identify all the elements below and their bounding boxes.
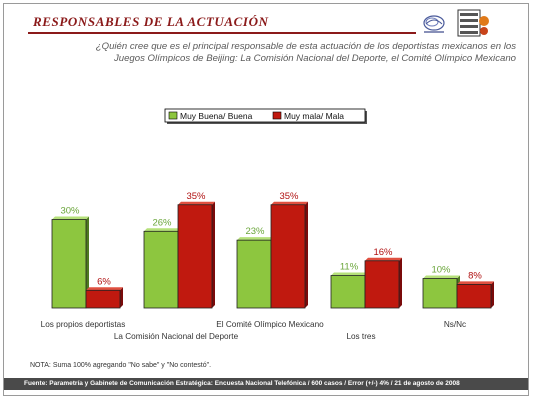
bar-top [271, 201, 308, 205]
data-label: 6% [97, 276, 111, 287]
bar [177, 204, 213, 309]
title-underline [28, 32, 416, 34]
data-label: 11% [340, 262, 359, 273]
bar-top [331, 272, 368, 276]
category-label: La Comisión Nacional del Deporte [114, 332, 239, 341]
bar-side [491, 281, 494, 308]
bar [270, 204, 306, 309]
legend-swatch [168, 111, 178, 120]
bar-side [212, 201, 215, 308]
bar [143, 230, 179, 309]
x-axis: Los propios deportistas La Comisión Nacio… [41, 320, 466, 341]
bar-top [144, 228, 181, 232]
data-label: 35% [279, 191, 299, 202]
legend-box [164, 108, 366, 123]
legend-swatch [272, 111, 282, 120]
legend-label: Muy mala/ Mala [284, 111, 344, 121]
data-label: 8% [468, 270, 482, 281]
category-label: Ns/Nc [444, 320, 466, 329]
slide-frame [3, 3, 529, 396]
bar-side [399, 257, 402, 308]
bar [330, 275, 366, 309]
gabinete-comunicacion-logo-icon [457, 9, 489, 37]
bar [236, 239, 272, 309]
bars-layer: 30% 6% 26% 35% 23% 35% 11% 16% 10% 8% [51, 191, 494, 309]
bar-top [178, 201, 215, 205]
data-label: 35% [186, 191, 206, 202]
data-label: 16% [373, 247, 393, 258]
bar-top [86, 287, 123, 291]
bar-side [120, 287, 123, 308]
bar-top [365, 257, 402, 261]
bar-top [237, 237, 274, 241]
source-footer: Fuente: Parametría y Gabinete de Comunic… [4, 378, 528, 390]
bar-top [52, 216, 89, 220]
data-label: 10% [431, 265, 451, 276]
bar-top [423, 275, 460, 279]
footnote: NOTA: Suma 100% agregando "No sabe" y "N… [30, 362, 212, 369]
bar [364, 260, 400, 309]
data-label: 30% [60, 206, 80, 217]
data-label: 26% [152, 217, 172, 228]
parametria-logo-icon [423, 15, 445, 33]
bar [456, 283, 492, 309]
legend-label: Muy Buena/ Buena [180, 111, 253, 121]
bar-side [305, 201, 308, 308]
bar [85, 289, 121, 309]
category-label: El Comité Olímpico Mexicano [216, 320, 324, 329]
survey-question: ¿Quién cree que es el principal responsa… [20, 41, 516, 64]
category-label: Los tres [346, 332, 375, 341]
chart-legend: Muy Buena/ Buena Muy mala/ Mala [164, 108, 367, 124]
question-line: Juegos Olímpicos de Beijing: La Comisión… [113, 52, 516, 64]
bar-top [457, 281, 494, 285]
bar [422, 278, 458, 309]
data-label: 23% [245, 226, 265, 237]
page-title: RESPONSABLES DE LA ACTUACIÓN [33, 14, 269, 29]
source-text: Fuente: Parametría y Gabinete de Comunic… [24, 380, 460, 387]
bar [51, 219, 87, 309]
category-label: Los propios deportistas [41, 320, 126, 329]
bar-side [86, 216, 89, 308]
question-line: ¿Quién cree que es el principal responsa… [95, 41, 516, 52]
